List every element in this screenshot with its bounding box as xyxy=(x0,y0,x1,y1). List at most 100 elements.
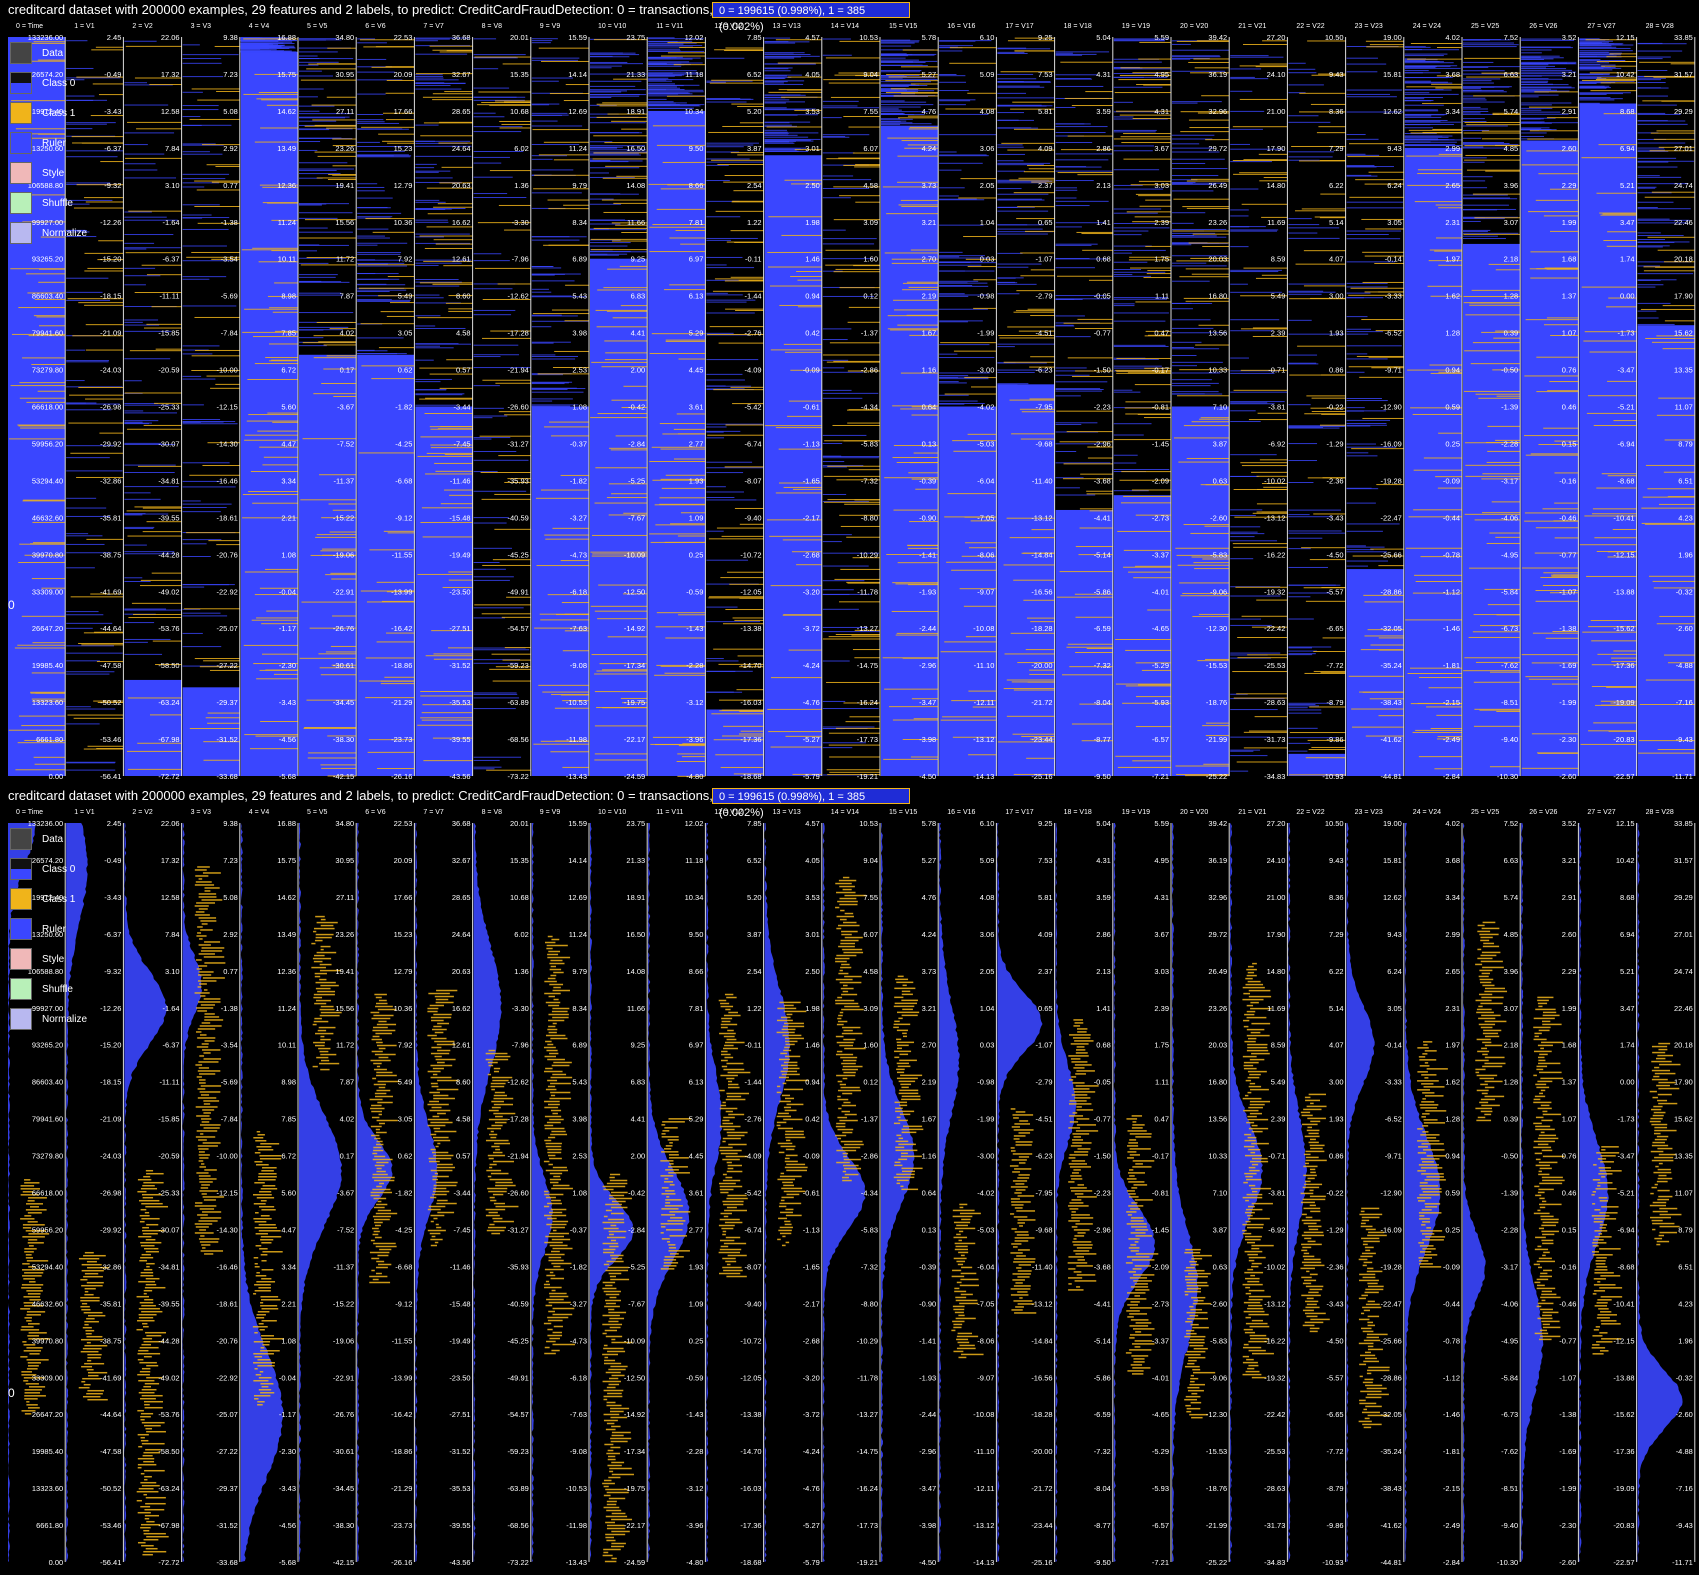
class0-line xyxy=(822,339,848,341)
class0-line xyxy=(1521,111,1561,113)
class1-line xyxy=(1607,380,1637,382)
class1-line xyxy=(1364,183,1404,185)
column-13[interactable]: 13 = V134.574.053.533.012.501.981.460.94… xyxy=(764,23,823,781)
column-9[interactable]: 9 = V915.5914.1412.6911.249.798.346.895.… xyxy=(531,23,590,781)
tick-label: -58.50 xyxy=(158,661,179,670)
column-6[interactable]: 6 = V622.5320.0917.6615.2312.7910.367.92… xyxy=(357,809,415,1567)
class0-line xyxy=(764,121,811,123)
class1-line xyxy=(1185,268,1230,270)
class1-histogram-bar xyxy=(255,1212,259,1214)
column-1[interactable]: 1 = V12.45-0.49-3.43-6.37-9.32-12.26-15.… xyxy=(66,23,124,781)
class0-line xyxy=(1637,82,1666,84)
column-19[interactable]: 19 = V195.594.954.313.673.032.391.751.11… xyxy=(1113,23,1172,781)
legend-style[interactable]: Style xyxy=(10,158,87,188)
class0-line xyxy=(1113,320,1166,322)
class1-line xyxy=(313,357,357,359)
class1-line xyxy=(263,456,298,458)
class0-line xyxy=(182,105,219,107)
class1-line xyxy=(679,46,706,48)
legend-class-0[interactable]: Class 0 xyxy=(10,68,87,98)
column-18[interactable]: 18 = V185.044.313.592.862.131.410.68-0.0… xyxy=(1055,23,1114,781)
class0-line xyxy=(531,388,586,390)
class1-line xyxy=(1119,114,1171,116)
class1-line xyxy=(718,342,764,344)
column-17[interactable]: 17 = V179.257.535.814.092.370.65-1.07-2.… xyxy=(997,23,1056,781)
class0-line xyxy=(240,44,285,46)
column-1[interactable]: 1 = V12.45-0.49-3.43-6.37-9.32-12.26-15.… xyxy=(66,809,124,1567)
column-10[interactable]: 10 = V1023.7521.3318.9116.5014.0811.669.… xyxy=(590,23,648,781)
column-3[interactable]: 3 = V39.387.235.082.920.77-1.38-3.54-5.6… xyxy=(182,809,241,1567)
class1-line xyxy=(709,82,764,84)
class1-line xyxy=(1410,407,1462,409)
column-4[interactable]: 4 = V416.8815.7514.6213.4912.3611.2410.1… xyxy=(240,809,299,1567)
class1-line xyxy=(1430,372,1462,374)
tick-label: 10.68 xyxy=(510,107,529,116)
class1-histogram-bar xyxy=(253,1293,257,1295)
column-16[interactable]: 16 = V166.105.094.083.062.051.040.03-0.9… xyxy=(939,23,997,781)
column-22[interactable]: 22 = V2210.509.438.367.296.225.144.073.0… xyxy=(1288,23,1347,781)
column-3[interactable]: 3 = V39.387.235.082.920.77-1.38-3.54-5.6… xyxy=(182,23,241,781)
column-27[interactable]: 27 = V2712.1510.428.686.945.213.471.740.… xyxy=(1579,23,1638,781)
column-6[interactable]: 6 = V622.5320.0917.6615.2312.7910.367.92… xyxy=(357,23,415,781)
class1-line xyxy=(597,413,648,415)
class0-line xyxy=(881,89,908,91)
class1-line xyxy=(897,324,939,326)
column-28[interactable]: 28 = V2833.8531.5729.2927.0124.7422.4620… xyxy=(1637,23,1696,781)
class0-line xyxy=(1288,737,1338,739)
column-20[interactable]: 20 = V2039.4236.1932.9629.7226.4923.2620… xyxy=(1172,23,1230,781)
column-15[interactable]: 15 = V155.785.274.764.243.733.212.702.19… xyxy=(881,23,939,781)
class0-line xyxy=(1288,232,1318,234)
class0-line xyxy=(357,122,400,124)
class1-histogram-bar xyxy=(146,1364,159,1367)
class0-line xyxy=(648,84,700,86)
legend-class-1[interactable]: Class 1 xyxy=(10,98,87,128)
tick-label: -0.81 xyxy=(1152,403,1169,412)
tick-label: -3.67 xyxy=(337,1189,354,1198)
column-12[interactable]: 12 = V127.856.525.203.872.541.22-0.11-1.… xyxy=(706,23,765,781)
class-summary-box-repeat[interactable]: 0 = 199615 (0.998%), 1 = 385 (0.002%) xyxy=(712,788,910,819)
column-8[interactable]: 8 = V820.0115.3510.686.021.36-3.30-7.96-… xyxy=(473,23,532,781)
tick-label: 2.86 xyxy=(1096,144,1111,153)
legend-shuffle[interactable]: Shuffle xyxy=(10,188,87,218)
column-25[interactable]: 25 = V257.526.635.744.853.963.072.181.28… xyxy=(1463,23,1521,781)
class0-line xyxy=(415,394,463,396)
class0-line xyxy=(881,124,901,126)
column-14[interactable]: 14 = V1410.539.047.556.074.583.091.600.1… xyxy=(822,23,881,781)
tick-label: -18.28 xyxy=(1031,624,1052,633)
column-4[interactable]: 4 = V416.8815.7514.6213.4912.3611.2410.1… xyxy=(240,23,299,781)
column-11[interactable]: 11 = V1112.0211.1810.349.508.667.816.976… xyxy=(648,23,706,781)
column-26[interactable]: 26 = V263.523.212.912.602.291.991.681.37… xyxy=(1521,23,1579,781)
column-7[interactable]: 7 = V736.6832.6728.6524.6420.6316.6212.6… xyxy=(415,23,474,781)
tick-label: 1.68 xyxy=(1562,255,1577,264)
class1-line xyxy=(1086,493,1113,495)
tick-label: 20.63 xyxy=(452,181,471,190)
class1-histogram-bar xyxy=(314,975,321,978)
class1-line xyxy=(1009,399,1055,401)
tick-label: -14.30 xyxy=(217,1225,238,1234)
column-21[interactable]: 21 = V2127.2024.1021.0017.9014.8011.698.… xyxy=(1230,23,1288,781)
column-24[interactable]: 24 = V244.023.683.342.992.652.311.971.62… xyxy=(1404,23,1463,781)
column-2[interactable]: 2 = V222.0617.3212.587.843.10-1.64-6.37-… xyxy=(124,809,183,1567)
legend-ruler[interactable]: Ruler xyxy=(10,128,87,158)
class1-line xyxy=(667,52,706,54)
column-5[interactable]: 5 = V534.8030.9527.1123.2619.4115.5611.7… xyxy=(299,809,357,1567)
column-2[interactable]: 2 = V222.0617.3212.587.843.10-1.64-6.37-… xyxy=(124,23,183,781)
class0-line xyxy=(939,403,985,405)
legend-normalize[interactable]: Normalize xyxy=(10,218,87,248)
class1-line xyxy=(1492,369,1521,371)
top-parallel-coordinates-plot[interactable]: 0 = Time133236.00126574.20119912.4011325… xyxy=(0,0,1699,786)
class0-line xyxy=(1113,434,1144,436)
class1-histogram-bar xyxy=(140,1256,154,1259)
class0-line xyxy=(415,170,451,172)
class0-line xyxy=(1346,175,1378,177)
tick-label: -16.46 xyxy=(217,476,238,485)
column-0[interactable]: 0 = Time133236.00126574.20119912.4011325… xyxy=(8,23,66,781)
column-5[interactable]: 5 = V534.8030.9527.1123.2619.4115.5611.7… xyxy=(299,23,357,781)
class0-line xyxy=(822,708,879,710)
bottom-histogram-plot[interactable]: 0 = Time133236.00126574.20119912.4011325… xyxy=(0,786,1699,1572)
class1-line xyxy=(1247,654,1288,656)
column-23[interactable]: 23 = V2319.0015.8112.629.436.243.05-0.14… xyxy=(1346,23,1405,781)
class-summary-box[interactable]: 0 = 199615 (0.998%), 1 = 385 (0.002%) xyxy=(712,2,910,33)
legend-data[interactable]: Data xyxy=(10,38,87,68)
class1-line xyxy=(1361,319,1404,321)
